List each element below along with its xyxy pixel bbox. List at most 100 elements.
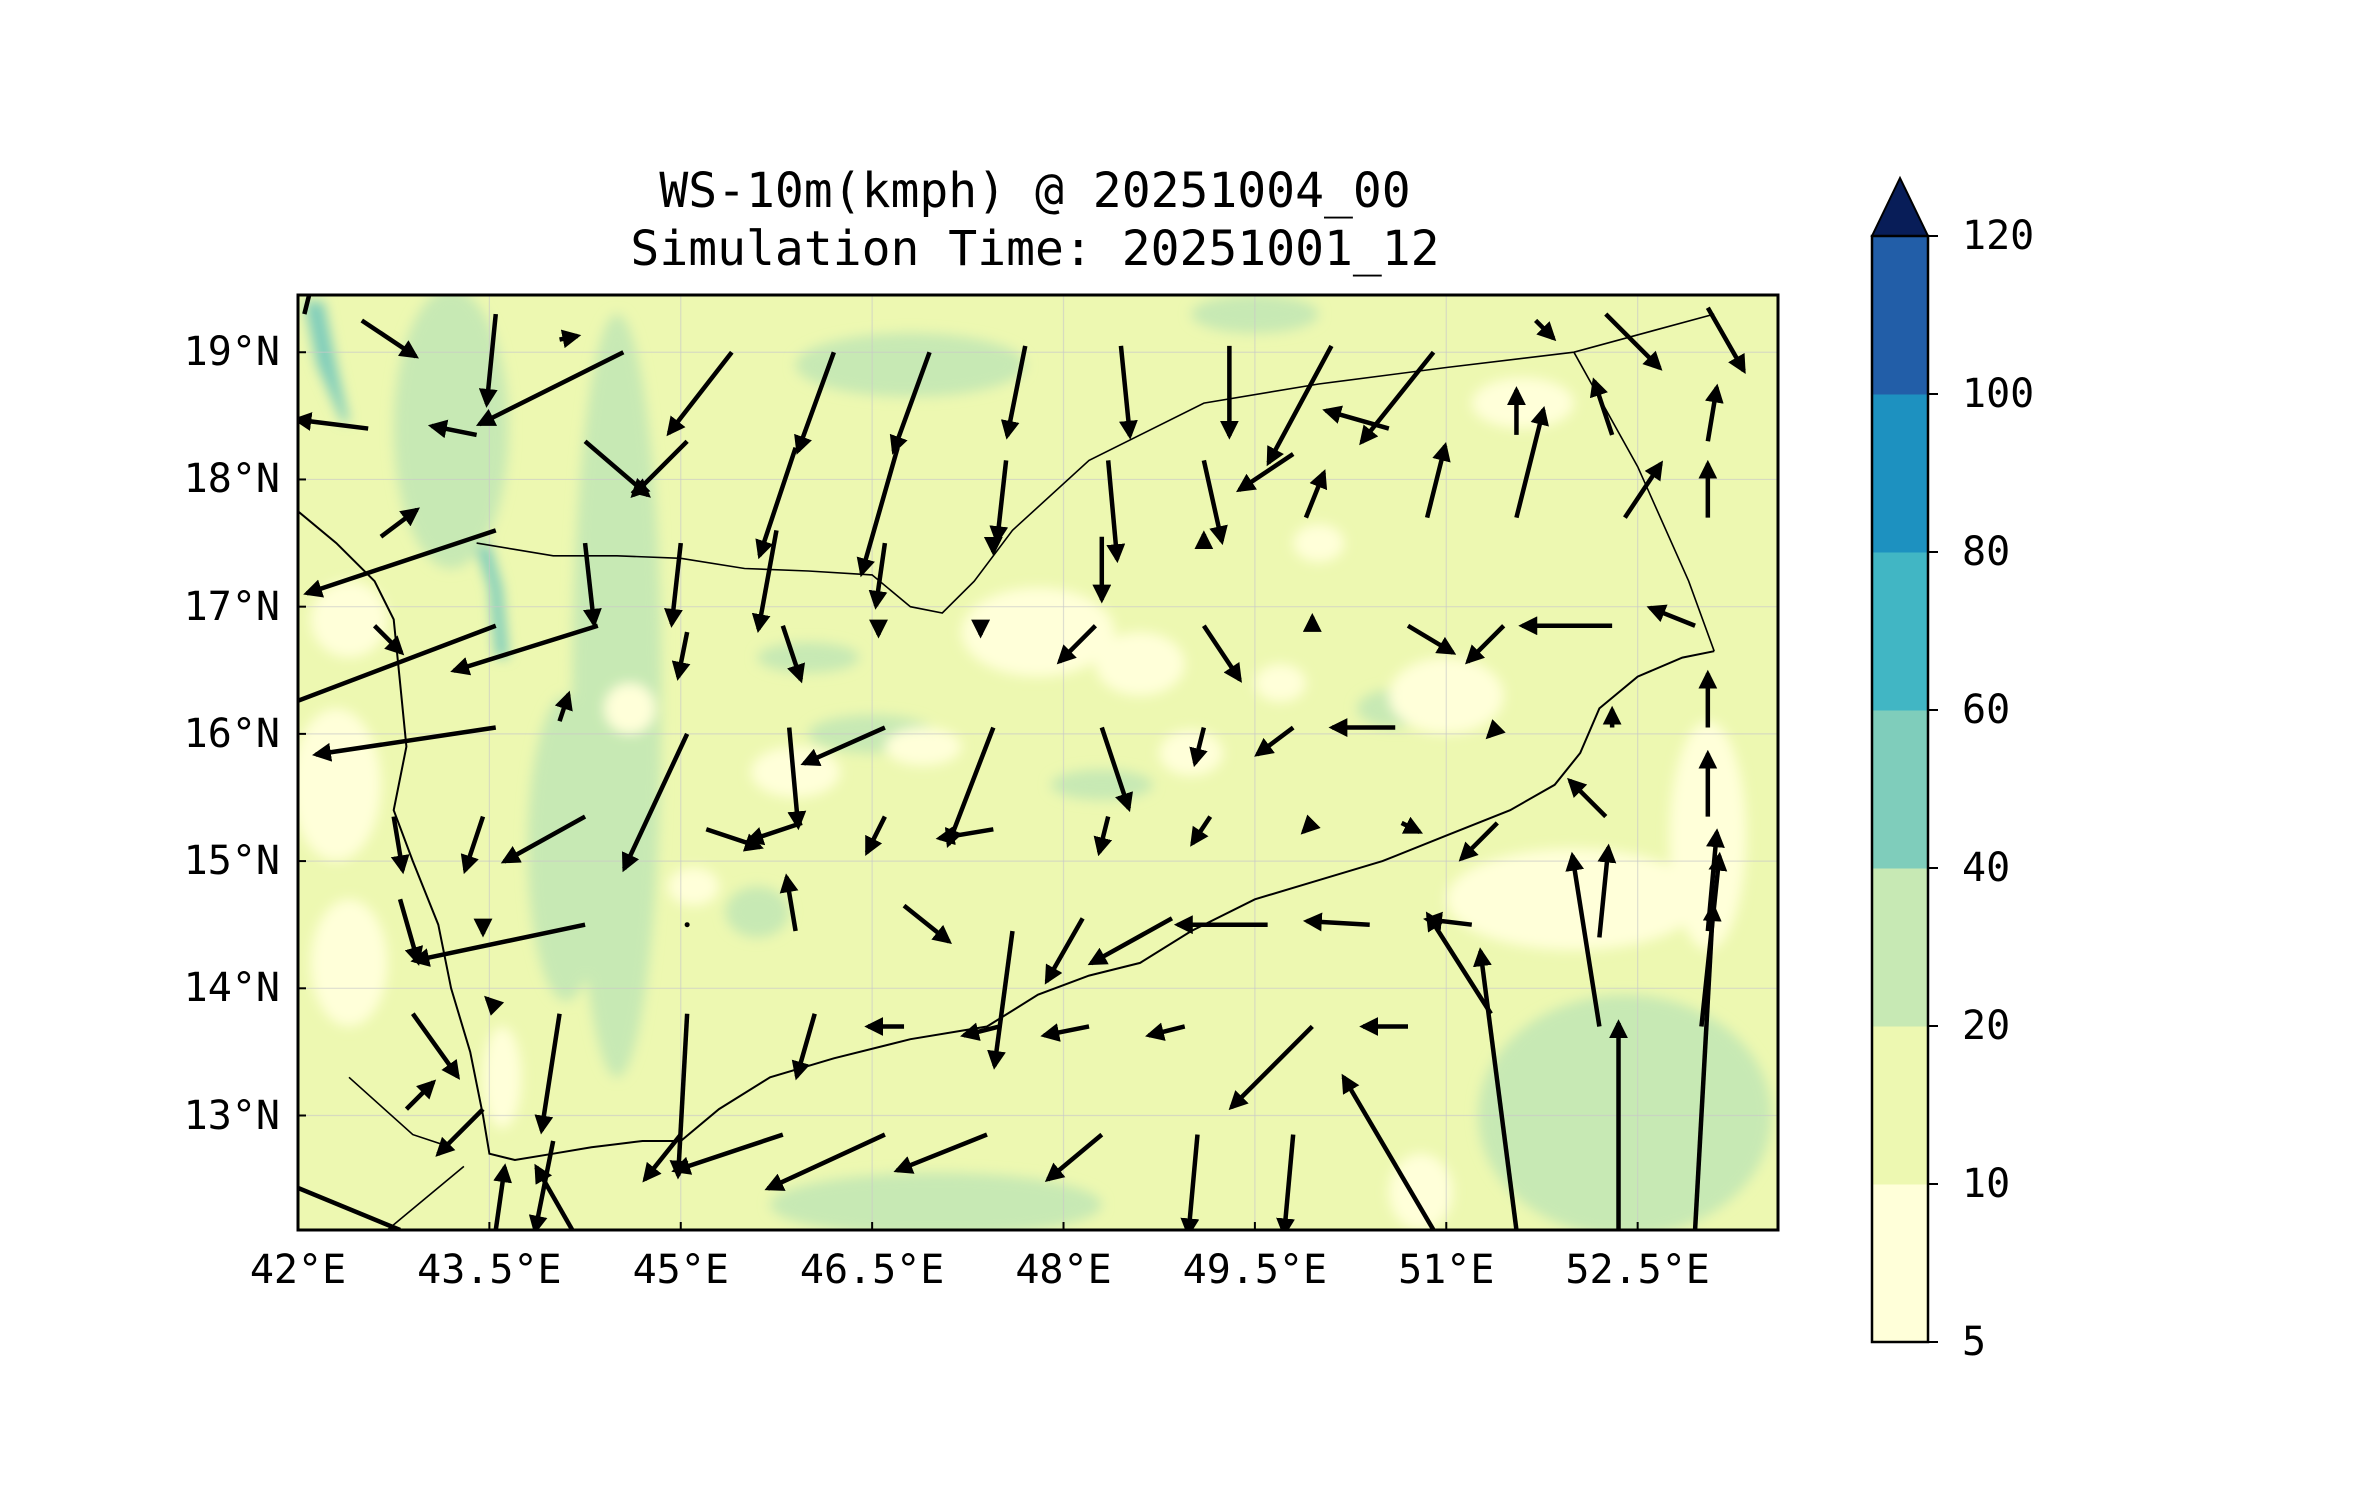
wind-arrow <box>1145 1022 1186 1041</box>
x-tick-label: 46.5°E <box>799 1247 945 1293</box>
shading-patch <box>304 301 350 423</box>
map-title: WS-10m(kmph) @ 20251004_00 <box>659 163 1411 219</box>
shading-patch <box>725 886 790 938</box>
wind-arrow <box>1087 916 1174 966</box>
wind-arrow <box>630 439 689 498</box>
wind-arrow <box>1266 344 1334 467</box>
wind-arrow <box>960 1022 1001 1041</box>
wind-arrow <box>1254 725 1295 757</box>
wind-arrow <box>1044 917 1085 985</box>
wind-arrow <box>1300 814 1321 835</box>
wind-arrow <box>1201 459 1228 546</box>
colorbar-segment <box>1872 394 1928 553</box>
shading-patch <box>310 581 388 658</box>
wind-arrow <box>1705 306 1746 375</box>
wind-arrow <box>1180 1134 1200 1230</box>
wind-arrow <box>1190 815 1213 847</box>
wind-arrow <box>889 351 932 455</box>
wind-arrow <box>450 623 599 676</box>
colorbar-label: 20 <box>1962 1003 2011 1049</box>
wind-arrow <box>1228 1024 1314 1111</box>
wind-arrow <box>1276 1134 1296 1230</box>
wind-arrow <box>794 351 836 455</box>
wind-arrow <box>582 542 602 628</box>
wind-arrow <box>534 1163 575 1230</box>
shading-patch <box>795 333 1026 397</box>
wind-arrow <box>410 1012 461 1080</box>
y-tick-label: 16°N <box>183 710 280 757</box>
wind-arrow <box>621 732 690 873</box>
x-ticks <box>297 1222 1639 1230</box>
wind-arrow <box>1118 345 1138 440</box>
y-tick-label: 19°N <box>183 329 280 376</box>
shading-patch <box>884 727 962 766</box>
shading-patch <box>770 1172 1102 1230</box>
wind-arrow <box>751 529 779 634</box>
wind-arrow <box>684 922 690 928</box>
wind-arrow <box>642 1133 683 1183</box>
shading-patch <box>527 695 605 1002</box>
wind-arrow <box>1567 777 1608 819</box>
wind-arrow <box>791 1013 817 1081</box>
wind-arrow <box>666 350 734 437</box>
colorbar-segment <box>1872 1026 1928 1185</box>
colorbar-label: 10 <box>1962 1161 2011 1207</box>
x-tick-label: 45°E <box>632 1247 729 1293</box>
y-tick-label: 18°N <box>183 456 280 503</box>
wind-arrow <box>534 1013 562 1135</box>
y-tick-label: 17°N <box>183 583 280 630</box>
wind-arrow <box>484 995 505 1016</box>
wind-arrow <box>1692 902 1722 1230</box>
wind-arrow <box>475 350 625 427</box>
wind-arrow <box>944 726 996 849</box>
shading-patch <box>483 1026 522 1129</box>
wind-arrow <box>671 631 691 681</box>
colorbar-segment <box>1872 710 1928 869</box>
wind-arrow <box>460 815 486 875</box>
wind-arrow <box>1189 726 1208 768</box>
wind-arrow <box>669 1013 690 1180</box>
wind-arrow <box>478 313 498 408</box>
wind-arrow <box>1485 719 1506 740</box>
wind-arrow <box>1465 624 1506 665</box>
wind-arrow <box>298 1185 401 1230</box>
shading-patch <box>476 543 509 658</box>
shading-patch <box>604 682 656 734</box>
colorbar-label: 100 <box>1962 371 2035 417</box>
shading-patch <box>757 642 860 673</box>
wind-arrow <box>1201 624 1242 683</box>
colorbar-segment <box>1872 236 1928 395</box>
border-line <box>476 313 1715 614</box>
wind-arrow <box>390 816 410 875</box>
wind-arrow <box>528 1140 556 1230</box>
wind-arrow <box>987 930 1015 1070</box>
wind-arrow <box>671 1132 784 1175</box>
x-tick-label: 49.5°E <box>1182 1247 1328 1293</box>
wind-arrow <box>1406 623 1457 655</box>
wind-arrow <box>1099 726 1133 813</box>
map-frame <box>296 293 1780 1232</box>
wind-arrow <box>1093 816 1113 857</box>
colorbar <box>1870 175 1938 1344</box>
wind-arrow <box>1565 851 1602 1027</box>
wind-arrow <box>864 815 887 856</box>
x-tick-label: 51°E <box>1398 1247 1495 1293</box>
wind-arrow <box>1646 604 1696 628</box>
shading-patch <box>1095 632 1185 696</box>
wind-arrow <box>1302 912 1370 932</box>
wind-arrow <box>410 922 586 967</box>
shading-patch <box>1471 377 1574 429</box>
wind-arrow <box>1322 405 1390 431</box>
wind-arrow <box>1424 441 1451 519</box>
map-subtitle: Simulation Time: 20251001_12 <box>630 221 1440 277</box>
x-tick-label: 52.5°E <box>1565 1247 1710 1293</box>
wind-arrow <box>1236 452 1295 493</box>
wind-arrow <box>1341 1073 1436 1230</box>
shading-patch <box>1293 523 1345 563</box>
x-tick-label: 48°E <box>1015 1247 1112 1293</box>
wind-arrow <box>1533 318 1557 342</box>
border-line <box>386 1165 465 1230</box>
wind-arrow <box>427 419 478 439</box>
wind-arrow <box>435 1107 485 1157</box>
